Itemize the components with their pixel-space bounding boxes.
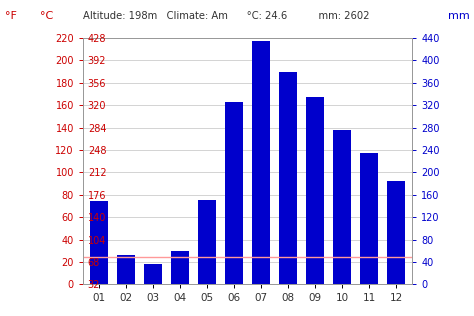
Bar — [306, 97, 324, 284]
Text: mm: mm — [447, 11, 469, 21]
Bar — [387, 181, 405, 284]
Text: °F: °F — [5, 11, 17, 21]
Text: Altitude: 198m   Climate: Am      °C: 24.6          mm: 2602: Altitude: 198m Climate: Am °C: 24.6 mm: … — [83, 11, 369, 21]
Bar — [360, 153, 378, 284]
Bar — [145, 264, 162, 284]
Bar — [279, 71, 297, 284]
Bar — [226, 102, 243, 284]
Bar — [172, 251, 189, 284]
Text: °C: °C — [40, 11, 54, 21]
Bar — [252, 41, 270, 284]
Bar — [91, 202, 108, 284]
Bar — [333, 131, 351, 284]
Bar — [199, 200, 216, 284]
Bar — [118, 255, 135, 284]
